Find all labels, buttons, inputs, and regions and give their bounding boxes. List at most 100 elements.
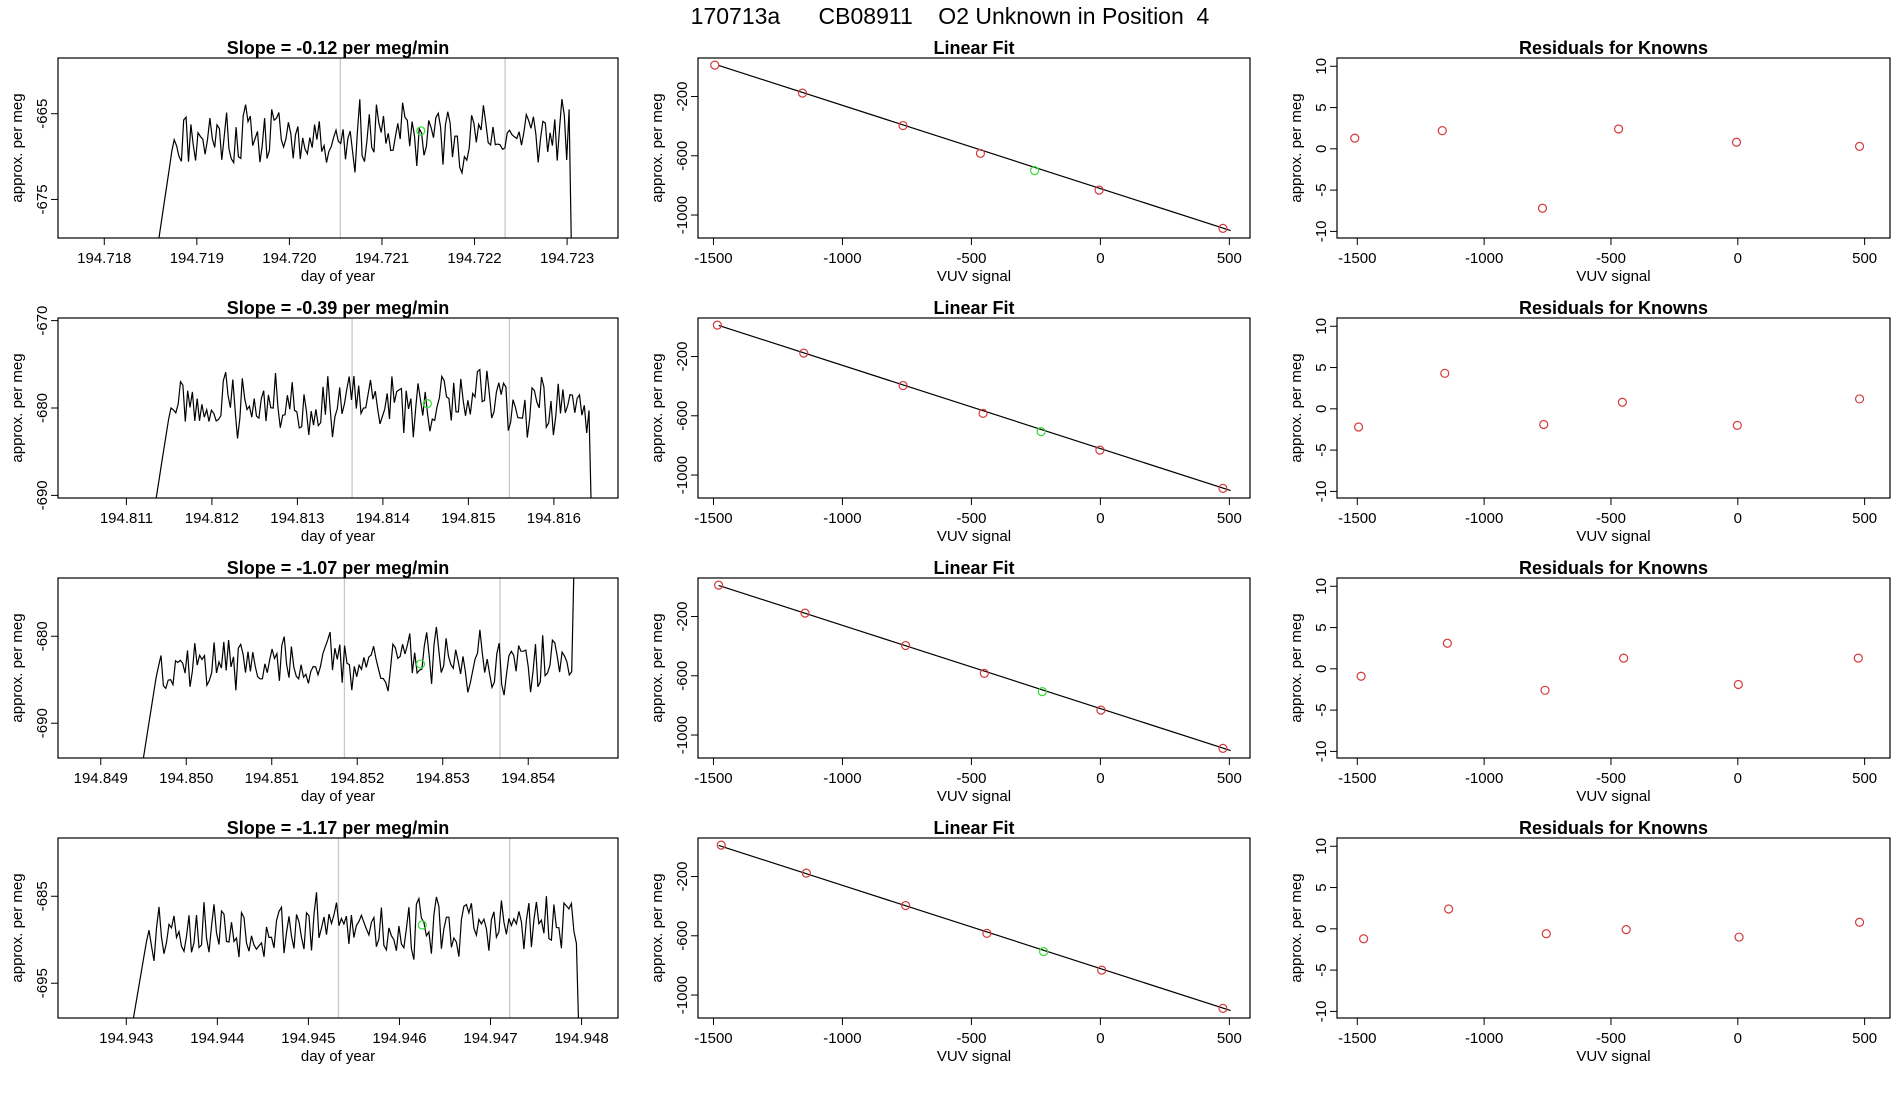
x-tick-label: 0 bbox=[1096, 250, 1104, 267]
y-tick-label: 5 bbox=[1313, 883, 1330, 891]
panel-frame bbox=[1336, 837, 1891, 1019]
known-point bbox=[1442, 638, 1452, 648]
x-axis-label: VUV signal bbox=[1576, 788, 1650, 805]
x-tick-label: -1000 bbox=[1465, 250, 1503, 267]
y-tick-label: -685 bbox=[34, 881, 51, 911]
y-tick-label: -5 bbox=[1313, 703, 1330, 716]
panel-title: Linear Fit bbox=[933, 298, 1014, 318]
y-tick-label: 10 bbox=[1313, 58, 1330, 75]
x-axis-label: VUV signal bbox=[1576, 268, 1650, 285]
known-point bbox=[799, 348, 809, 358]
y-tick-label: 10 bbox=[1313, 318, 1330, 335]
panel-frame bbox=[57, 57, 619, 239]
y-tick-label: -5 bbox=[1313, 443, 1330, 456]
known-point bbox=[1617, 397, 1627, 407]
unknown-point bbox=[1036, 427, 1046, 437]
x-axis-label: day of year bbox=[301, 788, 375, 805]
y-axis-label: approx. per meg bbox=[1288, 613, 1305, 722]
x-tick-label: 194.721 bbox=[355, 250, 409, 267]
x-axis-label: VUV signal bbox=[937, 528, 1011, 545]
fit-line bbox=[718, 64, 1231, 232]
known-point bbox=[1731, 137, 1742, 147]
x-tick-label: 500 bbox=[1852, 510, 1877, 527]
x-axis-label: VUV signal bbox=[937, 788, 1011, 805]
x-tick-label: -1000 bbox=[823, 1030, 861, 1047]
y-tick-label: -1000 bbox=[674, 716, 691, 754]
x-tick-label: 194.720 bbox=[262, 250, 316, 267]
x-axis-label: VUV signal bbox=[1576, 528, 1650, 545]
x-tick-label: -500 bbox=[956, 250, 986, 267]
series-line bbox=[142, 578, 575, 758]
plot-area bbox=[155, 318, 592, 498]
unknown-point bbox=[1030, 165, 1040, 176]
y-tick-label: 5 bbox=[1313, 103, 1330, 111]
x-tick-label: 194.944 bbox=[190, 1030, 244, 1047]
unknown-point bbox=[1037, 687, 1047, 697]
x-tick-label: -1000 bbox=[823, 250, 861, 267]
y-tick-label: -200 bbox=[674, 82, 691, 112]
x-tick-label: 194.722 bbox=[447, 250, 501, 267]
x-axis-label: VUV signal bbox=[937, 1048, 1011, 1065]
x-axis-label: VUV signal bbox=[1576, 1048, 1650, 1065]
unknown-point bbox=[1039, 947, 1049, 957]
x-tick-label: -500 bbox=[956, 770, 986, 787]
known-point bbox=[716, 840, 726, 850]
fit-line bbox=[718, 584, 1231, 752]
y-tick-label: -10 bbox=[1313, 741, 1330, 763]
known-point bbox=[901, 640, 911, 651]
x-tick-label: 194.851 bbox=[245, 770, 299, 787]
fit-line bbox=[718, 844, 1231, 1012]
plot-area bbox=[714, 580, 1231, 753]
y-tick-label: 10 bbox=[1313, 578, 1330, 595]
y-axis-label: approx. per meg bbox=[649, 93, 666, 202]
known-point bbox=[1619, 653, 1629, 663]
x-tick-label: 194.816 bbox=[527, 510, 581, 527]
unknown-point bbox=[415, 659, 426, 669]
x-tick-label: 194.719 bbox=[170, 250, 224, 267]
known-point bbox=[1440, 368, 1450, 378]
panel-title: Slope = -0.39 per meg/min bbox=[227, 298, 450, 318]
y-tick-label: -690 bbox=[34, 480, 51, 510]
panel-frame bbox=[697, 577, 1251, 759]
known-point bbox=[1359, 934, 1369, 944]
plot-area bbox=[1359, 904, 1865, 944]
known-point bbox=[1854, 141, 1865, 151]
unknown-point bbox=[417, 920, 427, 930]
y-tick-label: -10 bbox=[1313, 481, 1330, 503]
known-point bbox=[1094, 185, 1104, 195]
known-point bbox=[1097, 965, 1107, 975]
known-point bbox=[800, 608, 810, 618]
x-tick-label: -1000 bbox=[1465, 510, 1503, 527]
x-tick-label: 194.946 bbox=[372, 1030, 426, 1047]
x-tick-label: -1000 bbox=[1465, 1030, 1503, 1047]
plot-area bbox=[158, 58, 572, 238]
y-axis-label: approx. per meg bbox=[1288, 353, 1305, 462]
page-title: 170713a CB08911 O2 Unknown in Position 4 bbox=[690, 3, 1210, 29]
y-tick-label: 5 bbox=[1313, 623, 1330, 631]
y-tick-label: 0 bbox=[1313, 925, 1330, 933]
x-tick-label: 500 bbox=[1217, 510, 1242, 527]
unknown-point bbox=[422, 399, 432, 409]
plot-area bbox=[1353, 368, 1865, 432]
known-point bbox=[898, 380, 908, 391]
panel-title: Linear Fit bbox=[933, 38, 1014, 58]
x-tick-label: -1000 bbox=[823, 770, 861, 787]
y-tick-label: -675 bbox=[34, 184, 51, 214]
panel-frame bbox=[1336, 577, 1891, 759]
x-tick-label: -500 bbox=[956, 1030, 986, 1047]
x-tick-label: -1500 bbox=[1338, 1030, 1376, 1047]
panel-title: Slope = -1.17 per meg/min bbox=[227, 818, 450, 838]
plot-area bbox=[1356, 638, 1863, 695]
known-point bbox=[1218, 223, 1228, 233]
x-tick-label: -1000 bbox=[823, 510, 861, 527]
known-point bbox=[1218, 483, 1228, 493]
known-point bbox=[1541, 929, 1551, 939]
known-point bbox=[975, 148, 986, 159]
x-tick-label: 194.947 bbox=[463, 1030, 517, 1047]
plot-area bbox=[712, 320, 1231, 493]
x-tick-label: 500 bbox=[1217, 770, 1242, 787]
x-tick-label: -1500 bbox=[694, 1030, 732, 1047]
known-point bbox=[1732, 420, 1742, 430]
x-tick-label: 194.854 bbox=[501, 770, 555, 787]
